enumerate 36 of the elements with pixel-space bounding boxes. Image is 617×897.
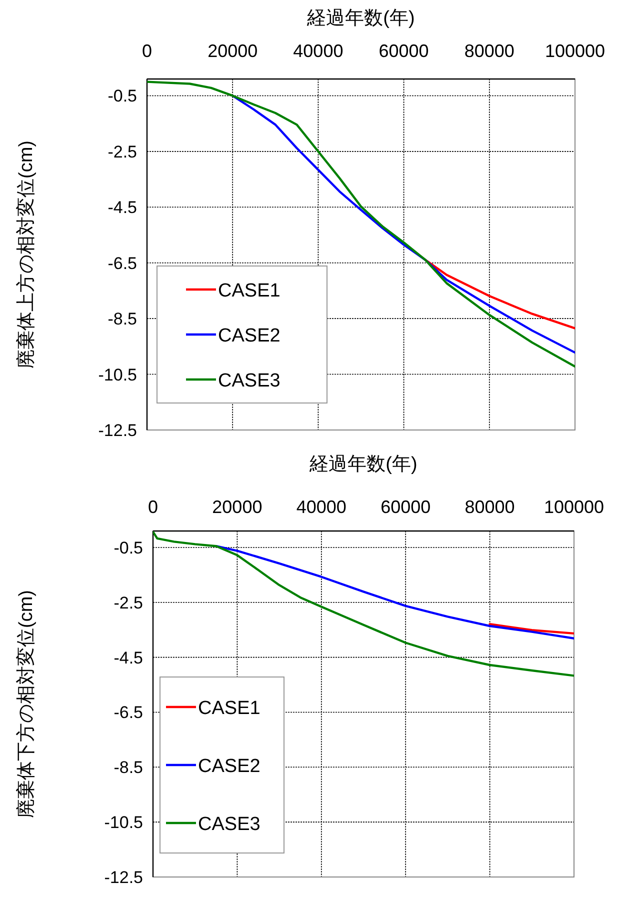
x-axis-title: 経過年数(年) — [306, 8, 415, 29]
y-tick-label: -0.5 — [108, 86, 137, 106]
legend-label: CASE1 — [198, 698, 260, 719]
y-tick-label: -2.5 — [108, 142, 137, 162]
x-tick-label: 20000 — [212, 497, 262, 517]
x-axis-title: 経過年数(年) — [308, 454, 418, 475]
legend-label: CASE2 — [218, 326, 280, 346]
y-tick-label: -8.5 — [114, 758, 143, 778]
legend-label: CASE1 — [218, 280, 280, 302]
y-tick-label: -2.5 — [114, 593, 143, 612]
y-tick-label: -12.5 — [98, 421, 137, 440]
legend-label: CASE3 — [198, 814, 260, 835]
y-tick-label: -10.5 — [104, 813, 143, 832]
y-axis-title: 廃棄体上方の相対変位(cm) — [15, 140, 37, 368]
x-tick-label: 60000 — [378, 41, 429, 61]
y-tick-label: -8.5 — [108, 310, 137, 329]
legend-label: CASE3 — [218, 370, 280, 392]
x-tick-label: 80000 — [464, 497, 515, 517]
y-tick-label: -0.5 — [114, 538, 143, 558]
x-tick-label: 80000 — [464, 41, 514, 61]
y-tick-label: -4.5 — [114, 648, 143, 668]
x-tick-label: 0 — [148, 497, 158, 517]
y-tick-label: -4.5 — [108, 198, 137, 218]
x-tick-label: 100000 — [544, 497, 604, 517]
y-tick-label: -10.5 — [98, 365, 137, 384]
y-tick-label: -6.5 — [114, 703, 143, 722]
x-tick-label: 40000 — [296, 497, 346, 517]
legend-label: CASE2 — [198, 756, 260, 777]
y-axis-title: 廃棄体下方の相対変位(cm) — [15, 590, 37, 818]
y-tick-label: -12.5 — [104, 868, 143, 887]
y-tick-label: -6.5 — [108, 254, 137, 273]
x-tick-label: 40000 — [293, 41, 344, 61]
x-tick-label: 20000 — [208, 41, 258, 61]
x-tick-label: 0 — [142, 41, 152, 61]
x-tick-label: 60000 — [380, 497, 431, 517]
x-tick-label: 100000 — [544, 41, 606, 61]
